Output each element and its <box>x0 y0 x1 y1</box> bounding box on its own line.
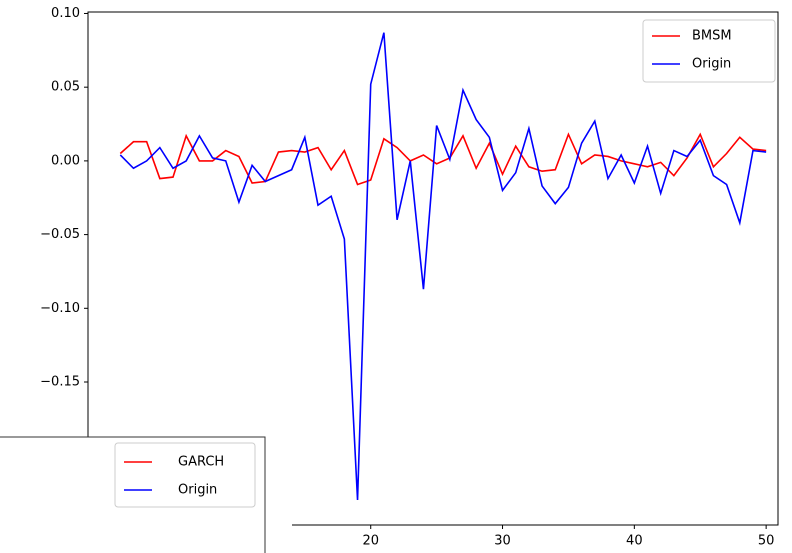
x-tick-label: 50 <box>758 534 775 549</box>
y-tick-label: −0.10 <box>40 301 80 316</box>
y-tick-label: −0.15 <box>40 375 80 390</box>
y-tick-label: 0.00 <box>51 153 80 168</box>
legend-label: GARCH <box>178 455 224 470</box>
window-cover <box>265 437 292 553</box>
legend-label: Origin <box>692 57 731 72</box>
series-line <box>119 132 767 186</box>
legend-label: Origin <box>178 483 217 498</box>
y-tick-label: 0.05 <box>51 80 80 95</box>
x-tick-label: 30 <box>494 534 511 549</box>
series-line <box>119 32 767 500</box>
x-tick-label: 40 <box>626 534 643 549</box>
y-tick-label: −0.05 <box>40 227 80 242</box>
legend-label: BMSM <box>692 29 732 44</box>
axes-frame <box>87 11 779 526</box>
x-tick-label: 20 <box>362 534 379 549</box>
legend-box <box>114 442 256 508</box>
y-tick-label: 0.10 <box>51 6 80 21</box>
